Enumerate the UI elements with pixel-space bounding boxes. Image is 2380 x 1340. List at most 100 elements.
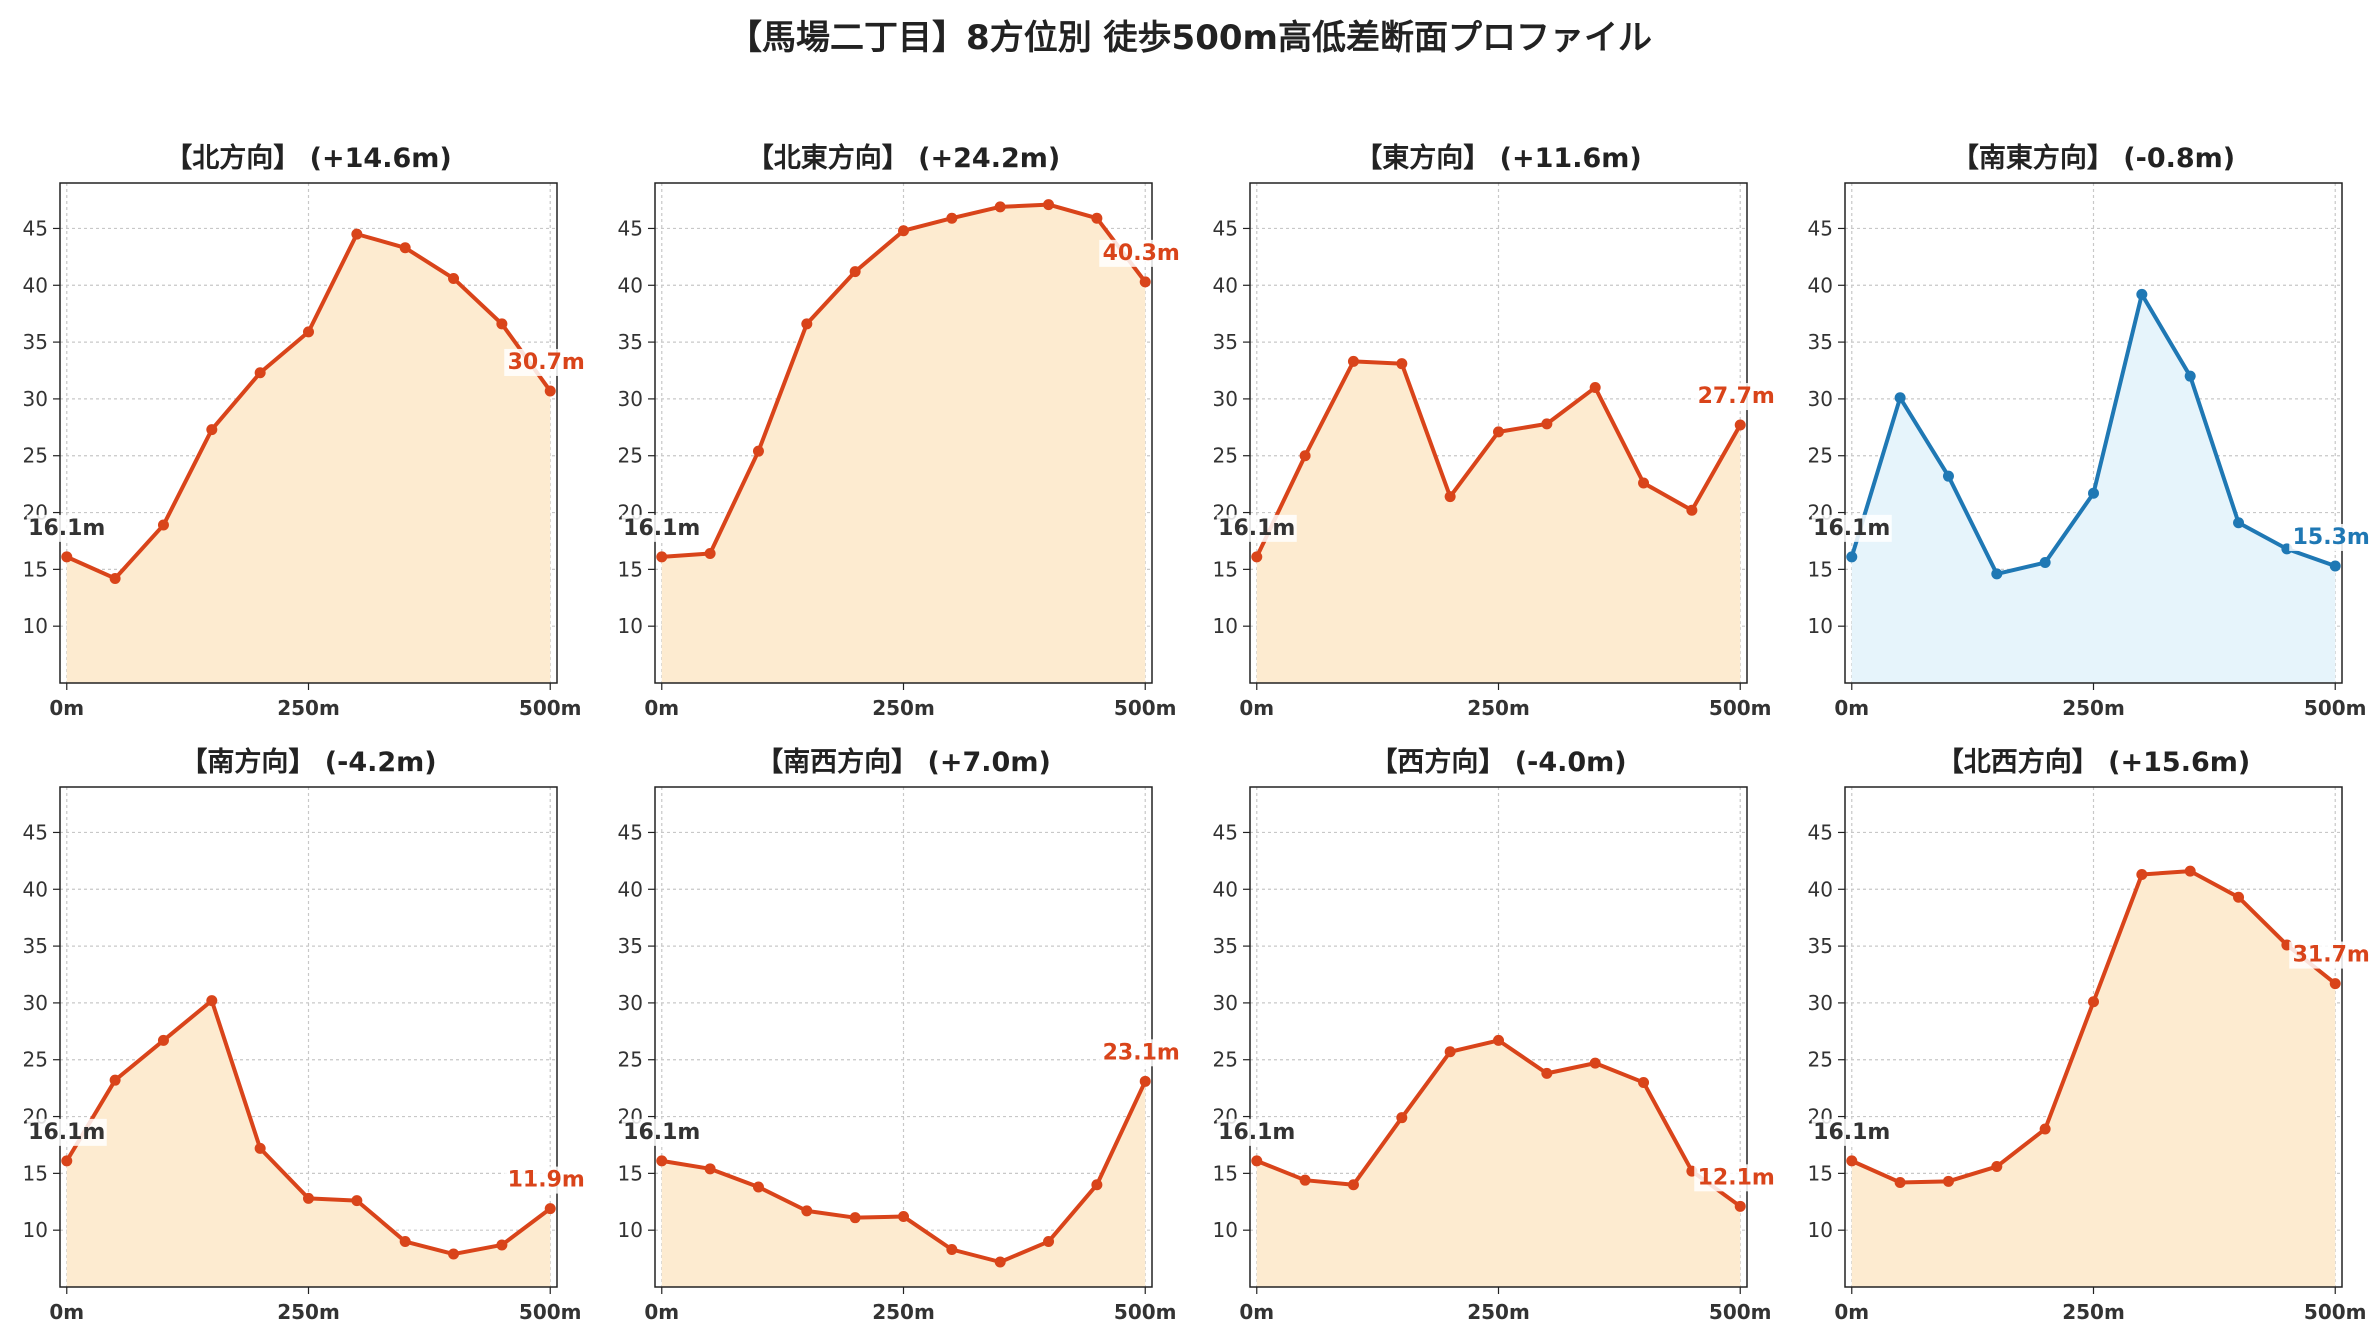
start-value-label: 16.1m <box>1813 1120 1890 1145</box>
data-point <box>1299 450 1311 462</box>
data-point <box>351 1195 363 1207</box>
data-point <box>206 995 218 1007</box>
y-tick-label: 35 <box>618 934 643 958</box>
data-point <box>1251 551 1263 563</box>
data-point <box>849 266 861 278</box>
y-tick-label: 25 <box>1213 444 1238 468</box>
x-tick-label: 500m <box>1709 1300 1772 1324</box>
plot-frame <box>1249 786 1748 1288</box>
data-point <box>2329 978 2341 990</box>
data-point <box>1734 419 1746 431</box>
start-value-label: 16.1m <box>1813 516 1890 541</box>
start-label-bg <box>1811 514 1892 542</box>
plot-frame <box>654 786 1153 1288</box>
x-tick-label: 0m <box>49 1300 84 1324</box>
data-point <box>157 1034 169 1046</box>
data-point <box>1991 1161 2003 1173</box>
end-label-bg <box>1099 1039 1184 1067</box>
data-point <box>2184 865 2196 877</box>
y-tick-label: 35 <box>1808 330 1833 354</box>
data-point <box>1894 1176 1906 1188</box>
data-point <box>496 318 508 330</box>
x-tick-label: 250m <box>2062 696 2125 720</box>
data-point <box>946 212 958 224</box>
x-tick-label: 500m <box>519 1300 582 1324</box>
end-label-bg <box>2289 941 2374 969</box>
plot-frame <box>59 786 558 1288</box>
subplot-title: 【北方向】 (+14.6m) <box>165 142 451 174</box>
data-point <box>1347 1179 1359 1191</box>
data-point <box>898 225 909 237</box>
y-tick-label: 30 <box>23 991 48 1015</box>
y-tick-label: 10 <box>618 1218 643 1242</box>
y-tick-label: 15 <box>1808 557 1833 581</box>
area-fill <box>1256 1040 1741 1287</box>
y-tick-label: 10 <box>1213 1218 1238 1242</box>
data-point <box>1444 491 1456 503</box>
end-value-label: 30.7m <box>508 350 585 375</box>
start-label-bg <box>621 1118 702 1146</box>
data-point <box>801 1205 813 1217</box>
y-tick-label: 25 <box>618 444 643 468</box>
data-point <box>994 1256 1006 1268</box>
area-fill <box>1256 361 1741 683</box>
data-point <box>2233 517 2245 529</box>
plot-frame <box>654 182 1153 684</box>
end-value-label: 31.7m <box>2293 943 2370 968</box>
data-point <box>2329 560 2341 572</box>
y-tick-label: 45 <box>618 820 643 844</box>
y-tick-label: 15 <box>618 1161 643 1185</box>
data-point <box>1638 477 1650 489</box>
area-fill <box>661 204 1146 683</box>
data-point <box>704 547 716 559</box>
data-point <box>1396 1112 1408 1124</box>
data-point <box>752 1181 764 1193</box>
data-point <box>994 201 1006 213</box>
start-value-label: 16.1m <box>1218 1120 1295 1145</box>
data-point <box>303 326 314 338</box>
y-tick-label: 40 <box>1213 273 1238 297</box>
data-point <box>1043 199 1055 211</box>
data-point <box>1991 568 2003 580</box>
subplot-title: 【西方向】 (-4.0m) <box>1370 746 1626 778</box>
y-tick-label: 35 <box>1808 934 1833 958</box>
y-tick-label: 45 <box>1213 216 1238 240</box>
y-tick-label: 25 <box>1808 1048 1833 1072</box>
y-tick-label: 35 <box>23 934 48 958</box>
y-tick-label: 40 <box>618 273 643 297</box>
data-point <box>898 1211 909 1223</box>
data-point <box>1493 1034 1504 1046</box>
plot-frame <box>1844 786 2343 1288</box>
data-point <box>1299 1174 1311 1186</box>
data-point <box>1589 382 1601 394</box>
x-tick-label: 0m <box>49 696 84 720</box>
data-point <box>1091 1179 1103 1191</box>
data-point <box>399 242 411 254</box>
data-point <box>351 228 363 240</box>
end-label-bg <box>504 1166 589 1194</box>
y-tick-label: 10 <box>23 1218 48 1242</box>
y-tick-label: 35 <box>618 330 643 354</box>
y-tick-label: 15 <box>23 1161 48 1185</box>
data-point <box>1942 470 1954 482</box>
area-fill <box>1851 871 2336 1287</box>
data-point <box>109 572 121 584</box>
data-point <box>254 1142 266 1154</box>
data-point <box>109 1074 121 1086</box>
y-tick-label: 15 <box>618 557 643 581</box>
data-point <box>1043 1236 1055 1248</box>
y-tick-label: 15 <box>1213 1161 1238 1185</box>
y-tick-label: 25 <box>23 444 48 468</box>
y-tick-label: 30 <box>618 387 643 411</box>
data-point <box>2088 996 2099 1008</box>
start-label-bg <box>26 514 107 542</box>
y-tick-label: 40 <box>23 877 48 901</box>
end-label-bg <box>2289 523 2374 551</box>
data-point <box>656 551 668 563</box>
data-point <box>946 1244 958 1255</box>
subplot-title: 【南西方向】 (+7.0m) <box>756 746 1051 778</box>
data-point <box>2039 1123 2051 1135</box>
